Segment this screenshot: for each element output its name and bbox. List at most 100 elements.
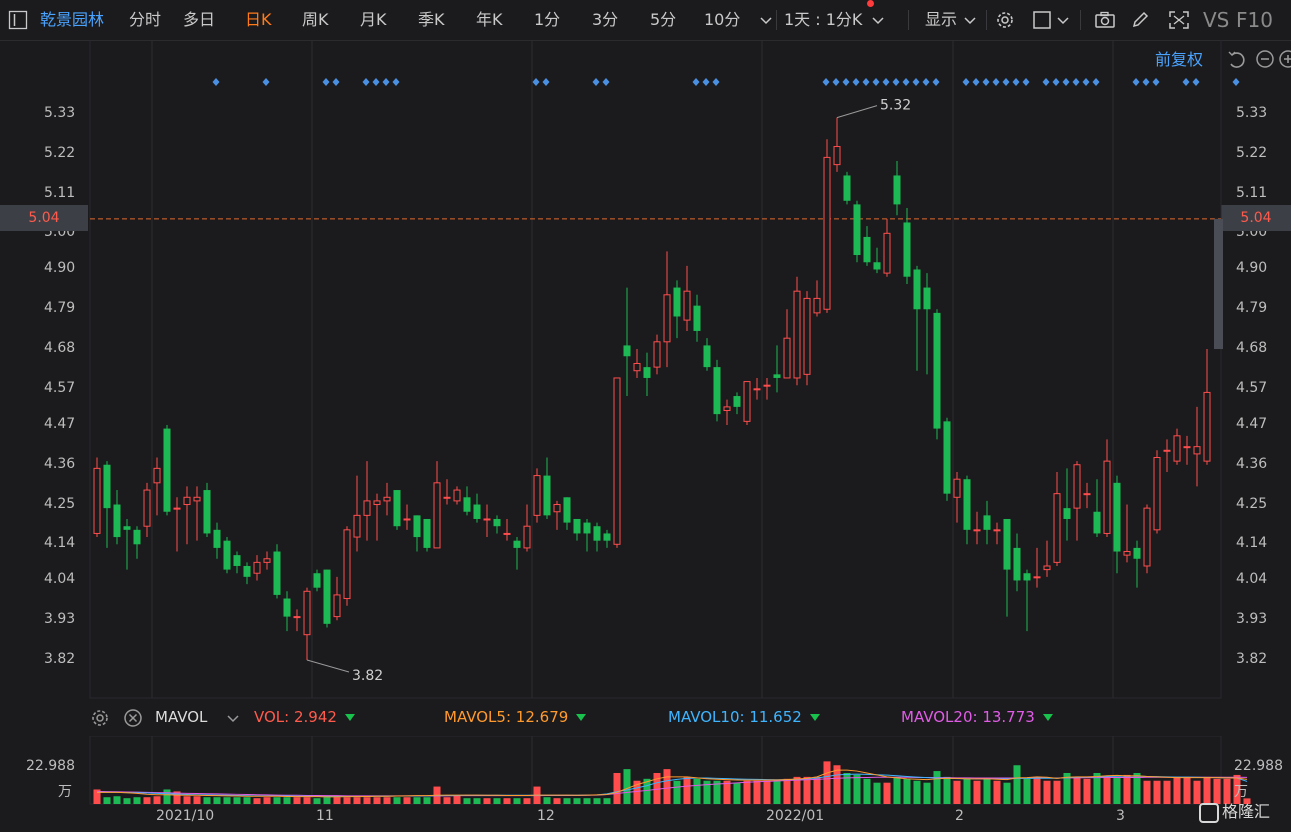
gear-icon[interactable] [995,10,1015,30]
candle[interactable] [733,392,741,415]
candle[interactable] [1023,569,1031,632]
candle[interactable] [793,276,801,386]
display-menu[interactable]: 显示 [925,10,958,29]
tab-daily-k[interactable]: 日K [245,10,272,29]
event-marker[interactable] [822,78,830,86]
candle[interactable] [513,537,521,570]
tab-weekly-k[interactable]: 周K [302,10,329,29]
candle[interactable] [813,280,821,317]
candle[interactable] [203,482,211,538]
candle[interactable] [783,309,791,379]
candle[interactable] [703,338,711,371]
candle[interactable] [1153,450,1161,534]
candle[interactable] [933,309,941,440]
candle[interactable] [593,522,601,552]
candle[interactable] [553,500,561,530]
compare-button[interactable]: VS [1203,8,1230,32]
candlestick-chart[interactable]: 5.32 3.82 [0,40,1291,700]
candle[interactable] [463,486,471,516]
candle[interactable] [693,294,701,342]
candle[interactable] [163,424,171,516]
candle[interactable] [113,490,121,545]
candle[interactable] [523,504,531,552]
event-marker[interactable] [902,78,910,86]
event-marker[interactable] [892,78,900,86]
event-marker[interactable] [1232,78,1240,86]
event-marker[interactable] [922,78,930,86]
event-marker[interactable] [1072,78,1080,86]
event-marker[interactable] [1062,78,1070,86]
candle[interactable] [293,609,301,632]
event-marker[interactable] [1082,78,1090,86]
candle[interactable] [1073,461,1081,541]
candle[interactable] [1173,428,1181,465]
candle[interactable] [853,200,861,263]
event-marker[interactable] [1182,78,1190,86]
candle[interactable] [723,399,731,425]
fullscreen-icon[interactable] [1168,10,1189,30]
event-marker[interactable] [1042,78,1050,86]
candle[interactable] [633,349,641,378]
candle[interactable] [1123,504,1131,563]
event-marker[interactable] [712,78,720,86]
candle[interactable] [383,482,391,516]
stock-name[interactable]: 乾景园林 [40,10,105,29]
candle[interactable] [1093,479,1101,538]
candle[interactable] [343,526,351,606]
candle[interactable] [1013,533,1021,592]
event-marker[interactable] [832,78,840,86]
candle[interactable] [233,551,241,574]
tab-multi-day[interactable]: 多日 [183,10,216,29]
panel-toggle-icon[interactable] [8,10,28,30]
candle[interactable] [1183,435,1191,465]
candle[interactable] [143,482,151,538]
candle[interactable] [313,569,321,592]
candle[interactable] [223,537,231,574]
candle[interactable] [133,526,141,559]
candle[interactable] [353,475,361,552]
event-marker[interactable] [702,78,710,86]
candle[interactable] [583,518,591,552]
event-marker[interactable] [1022,78,1030,86]
event-marker[interactable] [1092,78,1100,86]
candle[interactable] [743,381,751,425]
event-marker[interactable] [1142,78,1150,86]
event-marker[interactable] [852,78,860,86]
event-marker[interactable] [1132,78,1140,86]
candle[interactable] [193,486,201,541]
event-marker[interactable] [862,78,870,86]
event-marker[interactable] [1002,78,1010,86]
candle[interactable] [1043,540,1051,577]
tab-quarterly-k[interactable]: 季K [418,10,445,29]
gear-icon[interactable] [90,708,110,728]
event-marker[interactable] [882,78,890,86]
volume-chart[interactable] [0,736,1291,806]
candle[interactable] [373,493,381,541]
candle[interactable] [493,515,501,534]
chevron-down-icon[interactable] [756,10,776,30]
candle[interactable] [673,280,681,339]
event-marker[interactable] [992,78,1000,86]
indicator-name[interactable]: MAVOL [155,708,208,726]
event-marker[interactable] [212,78,220,86]
price-adjust-select[interactable]: 前复权 [1155,50,1204,69]
candle[interactable] [1203,349,1211,465]
chevron-down-icon[interactable] [868,10,888,30]
candle[interactable] [243,562,251,585]
candle[interactable] [603,529,611,548]
pencil-icon[interactable] [1130,10,1150,30]
candle[interactable] [1063,468,1071,541]
event-marker[interactable] [972,78,980,86]
candle[interactable] [1053,471,1061,566]
candle[interactable] [863,226,871,266]
candle[interactable] [403,504,411,530]
candle[interactable] [173,497,181,552]
event-marker[interactable] [592,78,600,86]
f10-button[interactable]: F10 [1236,8,1273,32]
candle[interactable] [643,352,651,397]
candle[interactable] [653,334,661,375]
candle[interactable] [1003,518,1011,617]
candle[interactable] [923,273,931,375]
event-marker[interactable] [1192,78,1200,86]
candle[interactable] [903,208,911,284]
